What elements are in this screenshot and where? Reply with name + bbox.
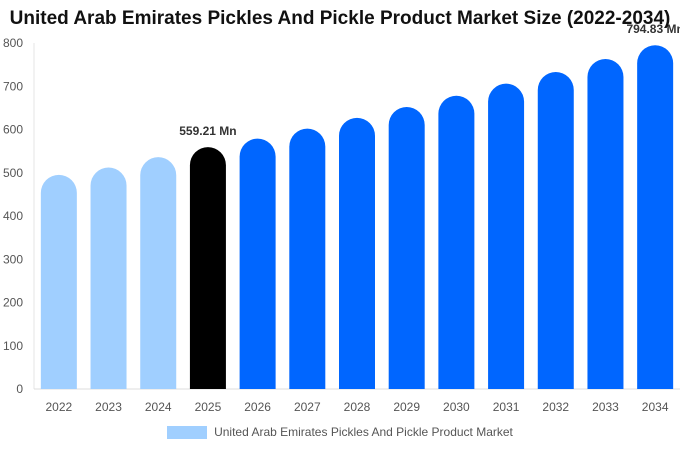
x-tick-label: 2024 (145, 400, 172, 414)
bar-2034[interactable] (637, 45, 674, 390)
chart-title: United Arab Emirates Pickles And Pickle … (9, 8, 671, 29)
x-tick-label: 2033 (592, 400, 619, 414)
y-tick-label: 700 (3, 79, 23, 93)
data-label-2034: 794.83 Mn (626, 22, 680, 36)
legend[interactable]: United Arab Emirates Pickles And Pickle … (0, 425, 680, 439)
x-tick-label: 2034 (642, 400, 669, 414)
x-tick-label: 2025 (195, 400, 222, 414)
y-tick-label: 300 (3, 252, 23, 266)
bar-2028[interactable] (339, 117, 375, 389)
x-tick-label: 2027 (294, 400, 321, 414)
legend-swatch (167, 425, 208, 439)
bar-2031[interactable] (488, 83, 525, 389)
x-tick-label: 2032 (542, 400, 569, 414)
x-tick-label: 2028 (344, 400, 371, 414)
data-label-2025: 559.21 Mn (179, 124, 236, 138)
bar-2033[interactable] (587, 59, 624, 389)
bar-2022[interactable] (40, 174, 77, 389)
x-tick-label: 2030 (443, 400, 470, 414)
x-tick-label: 2022 (45, 400, 72, 414)
y-tick-label: 400 (3, 209, 23, 223)
x-tick-label: 2031 (493, 400, 520, 414)
bar-2024[interactable] (140, 157, 177, 389)
y-tick-label: 500 (3, 166, 23, 180)
y-tick-label: 600 (3, 123, 23, 137)
y-tick-label: 200 (3, 296, 23, 310)
legend-label: United Arab Emirates Pickles And Pickle … (214, 425, 513, 439)
x-tick-label: 2029 (393, 400, 420, 414)
y-tick-label: 0 (16, 382, 23, 396)
bar-2030[interactable] (438, 95, 475, 389)
x-tick-label: 2023 (95, 400, 122, 414)
y-tick-label: 100 (3, 339, 23, 353)
bar-2025[interactable] (189, 147, 226, 389)
bar-2026[interactable] (239, 138, 276, 389)
y-tick-label: 800 (3, 36, 23, 50)
bar-2023[interactable] (90, 167, 127, 389)
x-tick-label: 2026 (244, 400, 271, 414)
bar-2027[interactable] (289, 128, 326, 389)
bar-2029[interactable] (388, 107, 425, 389)
bar-2032[interactable] (537, 71, 574, 389)
